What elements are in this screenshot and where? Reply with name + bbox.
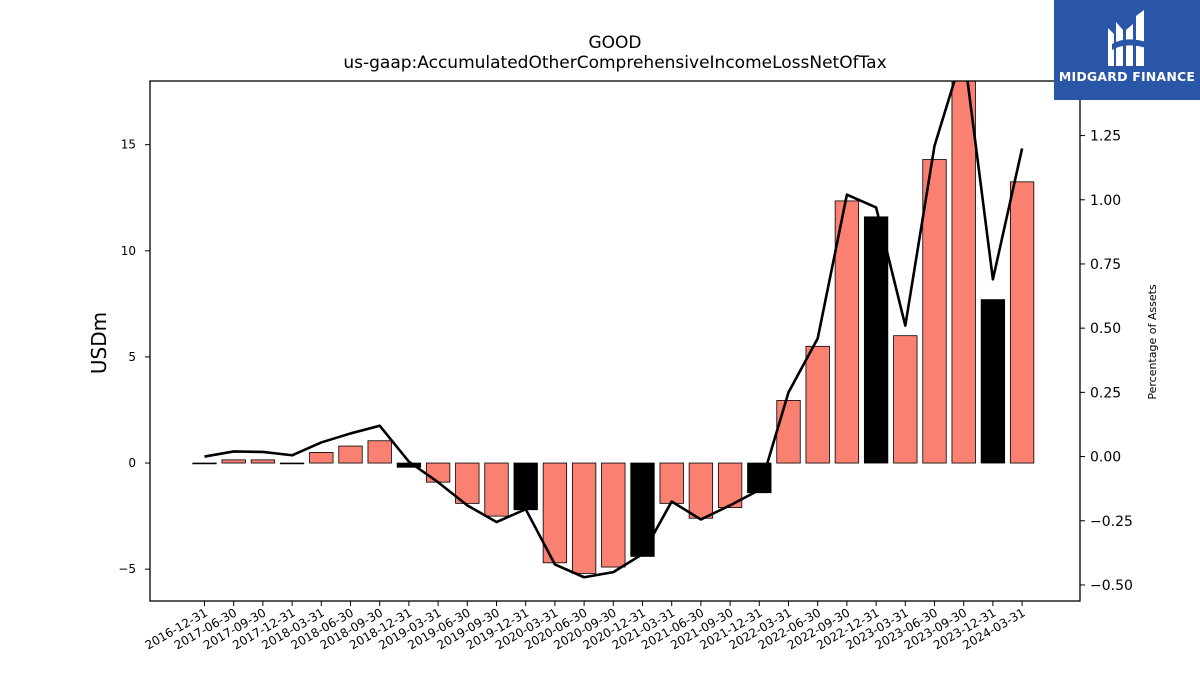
midgard-finance-logo: MIDGARD FINANCE: [1054, 0, 1200, 100]
y-tick-label: 15: [121, 138, 136, 152]
bar-2019-03-31: [425, 462, 451, 483]
bar-2024-03-31: [1009, 181, 1035, 464]
line-layer: [204, 81, 1024, 579]
bar-2023-06-30: [922, 159, 947, 464]
bar-2022-03-31: [776, 400, 801, 464]
plot-frame: [149, 80, 1081, 602]
bar-2018-09-30: [367, 440, 392, 464]
bar-2019-12-31: [513, 462, 538, 511]
bar-2021-09-30: [717, 462, 743, 509]
y2-tick-label: 0.50: [1090, 321, 1121, 337]
y2-tick-label: −0.25: [1090, 514, 1133, 530]
bar-2023-09-30: [951, 81, 976, 464]
bar-2022-06-30: [805, 345, 830, 464]
y2-axis-label: Percentage of Assets: [1146, 284, 1159, 400]
y2-tick-label: 1.00: [1090, 193, 1121, 209]
y-tick-label: −5: [118, 562, 136, 576]
bars-layer: [192, 81, 1035, 574]
bar-2021-06-30: [688, 462, 714, 519]
y-tick-label: 5: [128, 350, 136, 364]
bar-2017-09-30: [250, 459, 276, 464]
bar-2019-09-30: [484, 462, 509, 517]
bar-2017-06-30: [221, 459, 246, 464]
logo-text: MIDGARD FINANCE: [1058, 69, 1196, 84]
percentage-line: [204, 81, 1024, 579]
y2-tick-label: 0.75: [1090, 257, 1121, 273]
y2-tick-label: 0.00: [1090, 450, 1121, 466]
bar-2019-06-30: [455, 462, 480, 504]
bar-2016-12-31: [192, 462, 217, 465]
bar-2023-12-31: [980, 299, 1006, 464]
bar-2020-12-31: [630, 462, 655, 557]
y2-tick-label: 0.25: [1090, 385, 1121, 401]
y2-tick-label: 1.25: [1090, 129, 1121, 145]
y2-tick-label: −0.50: [1090, 578, 1133, 594]
bar-2020-06-30: [571, 462, 597, 574]
axes-layer: −5 0 5 10 15 −0.50 −0.25 0.00 0.25 0.50 0.75 1.00 1.…: [118, 80, 1133, 652]
chart-subtitle: us-gaap:AccumulatedOtherComprehensiveInc…: [343, 53, 886, 73]
y-axis-label: USDm: [87, 312, 111, 374]
bar-2020-09-30: [601, 462, 626, 568]
bar-2023-03-31: [893, 335, 918, 464]
bar-2018-03-31: [309, 452, 334, 464]
chart-title: GOOD: [588, 33, 641, 53]
y-tick-label: 10: [121, 244, 136, 258]
midgard-logo-icon: [1108, 10, 1146, 66]
bar-2018-06-30: [338, 445, 363, 464]
bar-2022-12-31: [863, 216, 889, 464]
y-tick-label: 0: [128, 456, 136, 470]
bar-2017-12-31: [279, 462, 305, 465]
bar-2021-03-31: [659, 462, 684, 504]
